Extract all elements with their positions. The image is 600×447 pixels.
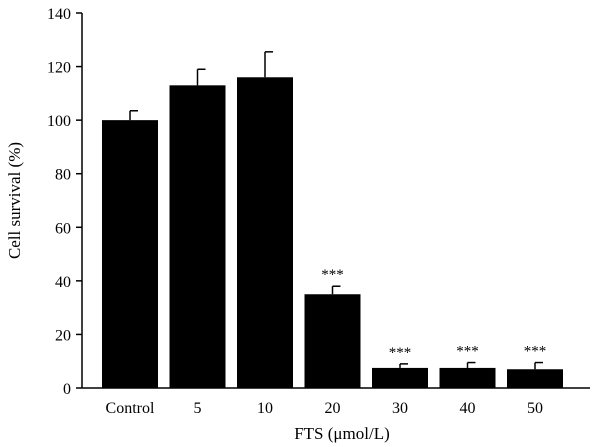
significance-label: *** bbox=[321, 267, 344, 283]
x-tick-label: 5 bbox=[194, 400, 202, 417]
y-axis-label: Cell survival (%) bbox=[5, 142, 24, 259]
y-tick-label: 40 bbox=[55, 274, 71, 291]
bar-30 bbox=[372, 367, 428, 388]
y-tick-label: 80 bbox=[55, 167, 71, 184]
x-tick-label: 20 bbox=[325, 400, 341, 417]
x-tick-label: 10 bbox=[257, 400, 273, 417]
y-tick-label: 100 bbox=[47, 113, 71, 130]
bar-5 bbox=[169, 85, 226, 389]
y-ticks: 0 20 40 60 80 100 120 140 bbox=[47, 6, 82, 398]
significance-label: *** bbox=[389, 345, 412, 361]
y-tick-label: 0 bbox=[63, 381, 71, 398]
y-tick-label: 120 bbox=[47, 60, 71, 77]
x-tick-label: 40 bbox=[460, 400, 476, 417]
bar-50 bbox=[507, 369, 563, 388]
significance-label: *** bbox=[456, 344, 479, 360]
y-tick-label: 20 bbox=[55, 327, 71, 344]
x-tick-label: 30 bbox=[392, 400, 408, 417]
x-tick-label: 50 bbox=[527, 400, 543, 417]
y-tick-label: 140 bbox=[47, 6, 71, 23]
bars: *** *** *** *** bbox=[102, 51, 563, 389]
bar-10 bbox=[237, 77, 293, 389]
y-tick-label: 60 bbox=[55, 220, 71, 237]
bar-20 bbox=[304, 294, 361, 388]
x-axis-label: FTS (μmol/L) bbox=[294, 424, 390, 443]
x-tick-labels: Control 5 10 20 30 40 50 bbox=[106, 400, 543, 417]
significance-label: *** bbox=[524, 344, 547, 360]
x-tick-label: Control bbox=[106, 400, 155, 417]
bar-40 bbox=[439, 367, 496, 388]
bar-control bbox=[102, 120, 158, 389]
